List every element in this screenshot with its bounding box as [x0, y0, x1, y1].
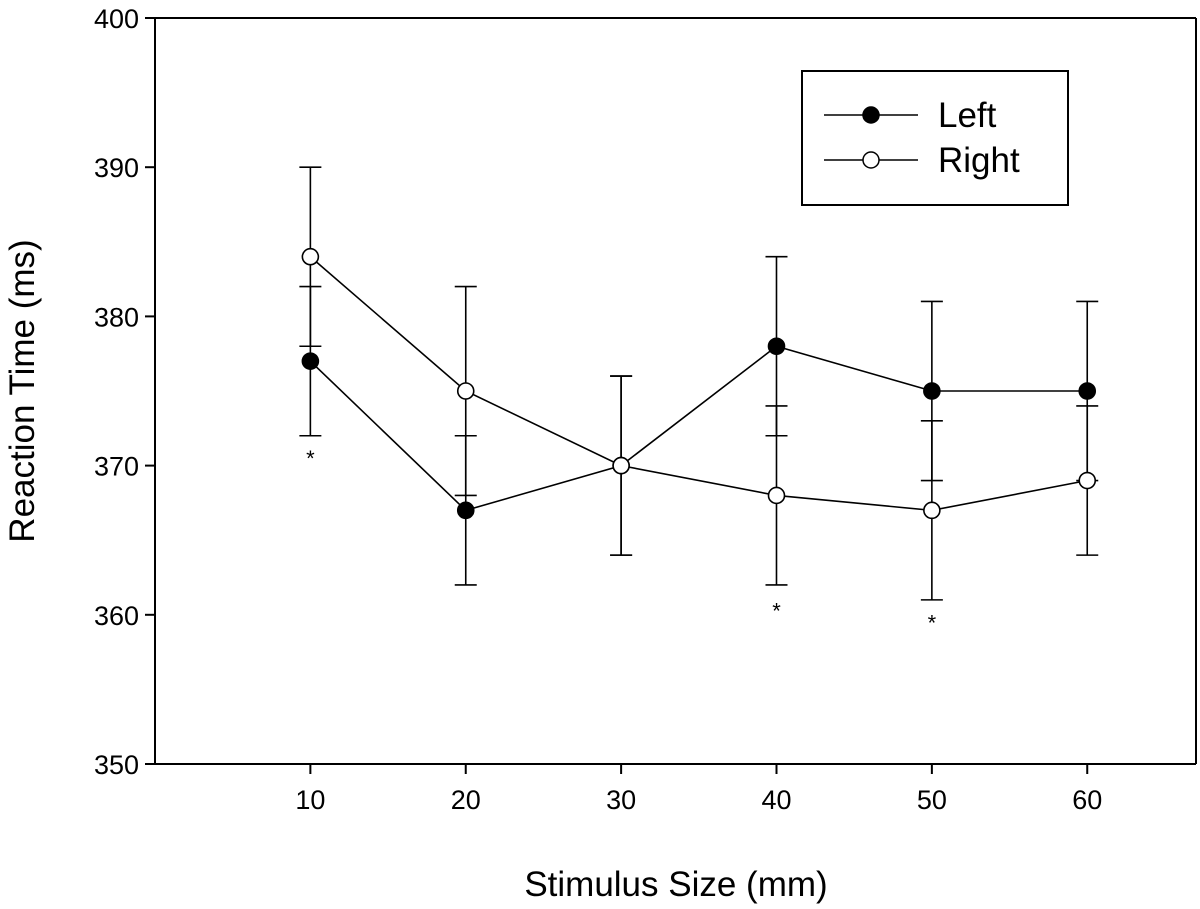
- right-point: [1078, 471, 1097, 490]
- left-series-line: [309, 345, 1088, 512]
- left-point: [923, 382, 941, 400]
- right-point: [301, 247, 320, 266]
- x-tick-label: 30: [606, 785, 636, 815]
- axes: [154, 17, 1197, 765]
- right-point: [612, 456, 630, 475]
- x-axis-title: Stimulus Size (mm): [524, 865, 827, 904]
- legend: Left Right: [801, 70, 1069, 206]
- axis-ticks: 350 360 370 380 390 400 10 20 30 40 50 60: [94, 4, 1102, 815]
- right-point: [923, 501, 941, 520]
- x-tick-label: 40: [761, 785, 791, 815]
- left-point: [301, 352, 320, 370]
- y-tick-label: 360: [94, 601, 139, 631]
- y-tick-label: 390: [94, 153, 139, 183]
- legend-box: [801, 70, 1069, 206]
- x-tick-label: 10: [295, 785, 325, 815]
- left-point: [456, 501, 475, 520]
- series-lines: [309, 256, 1088, 512]
- x-tick-label: 60: [1072, 785, 1102, 815]
- legend-right-marker: [862, 151, 880, 169]
- x-tick-label: 20: [451, 785, 481, 815]
- right-series-line: [309, 256, 1088, 512]
- legend-left-label: Left: [938, 96, 997, 135]
- significance-asterisk: *: [928, 610, 937, 635]
- series-markers: [301, 247, 1097, 520]
- x-tick-label: 50: [917, 785, 947, 815]
- left-point: [1078, 382, 1097, 400]
- y-tick-label: 400: [94, 4, 139, 34]
- left-point: [767, 337, 786, 356]
- y-tick-label: 370: [94, 452, 139, 482]
- significance-asterisk: *: [306, 446, 315, 471]
- right-point: [456, 382, 475, 400]
- y-tick-label: 350: [94, 750, 139, 780]
- y-tick-label: 380: [94, 302, 139, 332]
- significance-asterisk: *: [772, 598, 781, 623]
- legend-left-marker: [862, 106, 880, 124]
- significance-marks: * * *: [306, 446, 936, 635]
- y-axis-title: Reaction Time (ms): [3, 239, 42, 542]
- right-point: [767, 486, 786, 505]
- error-bars: [299, 166, 1099, 601]
- legend-right-label: Right: [938, 141, 1020, 180]
